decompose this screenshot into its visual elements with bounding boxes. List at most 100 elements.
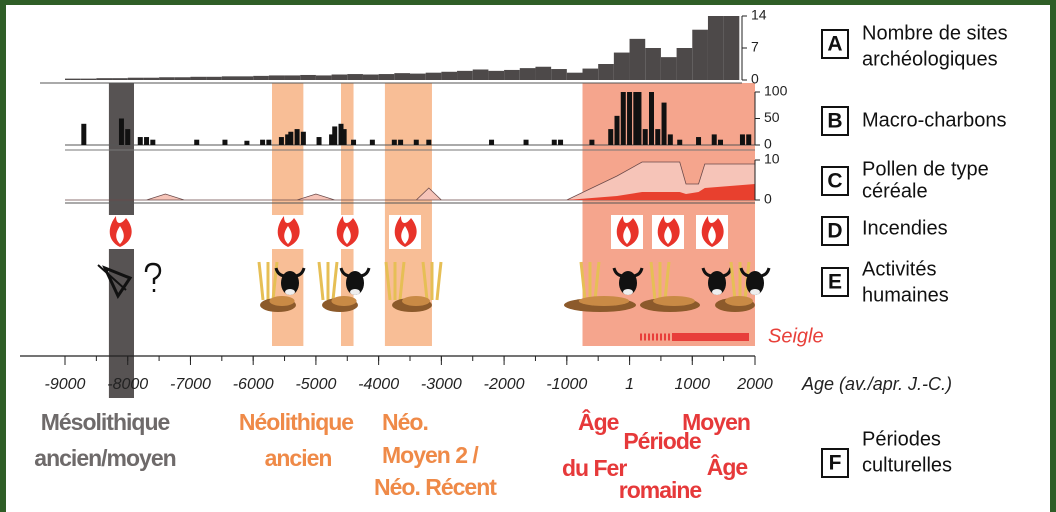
site-count-bar — [598, 64, 614, 80]
page: 0714050100010-9000-8000-7000-6000-5000-4… — [0, 0, 1056, 512]
site-count-bar — [583, 69, 599, 80]
cow-nose — [712, 289, 722, 295]
x-axis-label: Age (av./apr. J.-C.) — [801, 374, 952, 394]
charcoal-bar — [524, 140, 529, 145]
period-label: Moyen 2 / — [382, 442, 479, 468]
charcoal-bar — [608, 129, 613, 145]
site-count-bar — [65, 79, 81, 80]
legend-letter: D — [827, 220, 842, 243]
charcoal-bar — [649, 92, 654, 145]
x-tick-label: -3000 — [421, 376, 462, 393]
x-tick-label: -7000 — [170, 376, 211, 393]
site-count-bar — [253, 76, 269, 80]
site-count-bar — [112, 78, 128, 80]
x-tick-label: -5000 — [295, 376, 336, 393]
site-count-bar — [551, 69, 567, 80]
site-count-bar — [379, 74, 395, 80]
seigle-bar — [640, 333, 749, 341]
charcoal-bar — [662, 103, 667, 145]
charcoal-bar — [627, 92, 632, 145]
charcoal-bar — [81, 124, 86, 145]
charcoal-bar — [222, 140, 227, 145]
charcoal-bar — [332, 126, 337, 145]
site-count-bar — [96, 78, 112, 80]
x-tick-label: -1000 — [546, 376, 587, 393]
legend-letter: C — [827, 170, 842, 193]
site-count-bar — [457, 71, 473, 80]
charcoal-bar — [712, 134, 717, 145]
period-label: Néo. Récent — [374, 474, 497, 500]
site-count-bar — [332, 75, 348, 80]
charcoal-bar — [426, 140, 431, 145]
site-count-bar — [488, 71, 504, 80]
legend-text: archéologiques — [862, 48, 998, 70]
charcoal-bar — [138, 137, 143, 145]
period-label: du Fer — [562, 455, 627, 481]
charcoal-bar — [194, 140, 199, 145]
period-label: Néolithique — [239, 409, 353, 435]
site-count-bar — [614, 53, 630, 80]
site-count-bar — [630, 39, 646, 80]
site-count-bar — [473, 69, 489, 80]
cow-nose — [623, 289, 633, 295]
charcoal-bar — [558, 140, 563, 145]
period-label: romaine — [619, 477, 702, 503]
charcoal-bar — [144, 137, 149, 145]
legend-text: Périodes — [862, 428, 941, 450]
charcoal-bar — [119, 119, 124, 146]
charcoal-bar — [260, 140, 265, 145]
charcoal-bar — [696, 137, 701, 145]
charcoal-bar — [615, 116, 620, 145]
y-tick-label: 0 — [751, 71, 759, 87]
site-count-bar — [316, 75, 332, 80]
legend-text: Pollen de type — [862, 158, 989, 180]
x-tick-label: -8000 — [107, 376, 148, 393]
charcoal-bar — [414, 140, 419, 145]
cow-nose — [750, 289, 760, 295]
bread-top — [725, 296, 753, 306]
site-count-bar — [128, 78, 144, 80]
site-count-bar — [81, 79, 97, 80]
site-count-bar — [520, 68, 536, 80]
cow-nose — [350, 289, 360, 295]
site-count-bar — [269, 75, 285, 80]
cow-nose — [285, 289, 295, 295]
site-count-bar — [567, 73, 583, 80]
y-tick-label: 0 — [764, 136, 772, 152]
charcoal-bar — [489, 140, 494, 145]
period-label: Néo. — [382, 409, 428, 435]
x-tick-label: -6000 — [233, 376, 274, 393]
site-count-bar — [692, 30, 708, 80]
period-label: Âge — [578, 408, 619, 435]
x-tick-label: 2000 — [736, 376, 773, 393]
charcoal-bar — [552, 140, 557, 145]
legend-text: Macro-charbons — [862, 109, 1007, 131]
site-count-bar — [238, 76, 254, 80]
charcoal-bar — [295, 129, 300, 145]
charcoal-bar — [718, 140, 723, 145]
charcoal-bar — [668, 134, 673, 145]
charcoal-bar — [150, 140, 155, 145]
site-count-bar — [661, 57, 677, 80]
bread-top — [331, 296, 356, 306]
y-tick-label: 0 — [764, 191, 772, 207]
period-label: Âge — [707, 453, 748, 480]
charcoal-bar — [677, 140, 682, 145]
site-count-bar — [175, 77, 191, 80]
charcoal-bar — [342, 129, 347, 145]
charcoal-bar — [317, 137, 322, 145]
bread-top — [402, 296, 430, 306]
bread-top — [269, 296, 294, 306]
period-label: ancien/moyen — [34, 445, 175, 471]
period-label: ancien — [265, 445, 332, 471]
charcoal-bar — [266, 140, 271, 145]
x-tick-label: -2000 — [484, 376, 525, 393]
charcoal-bar — [392, 140, 397, 145]
charcoal-bar — [621, 92, 626, 145]
site-count-bar — [724, 16, 740, 80]
x-tick-label: -9000 — [45, 376, 86, 393]
bread-top — [579, 296, 629, 306]
legend-letter: B — [827, 110, 842, 133]
site-count-bar — [159, 77, 175, 80]
legend-letter: E — [828, 271, 842, 294]
